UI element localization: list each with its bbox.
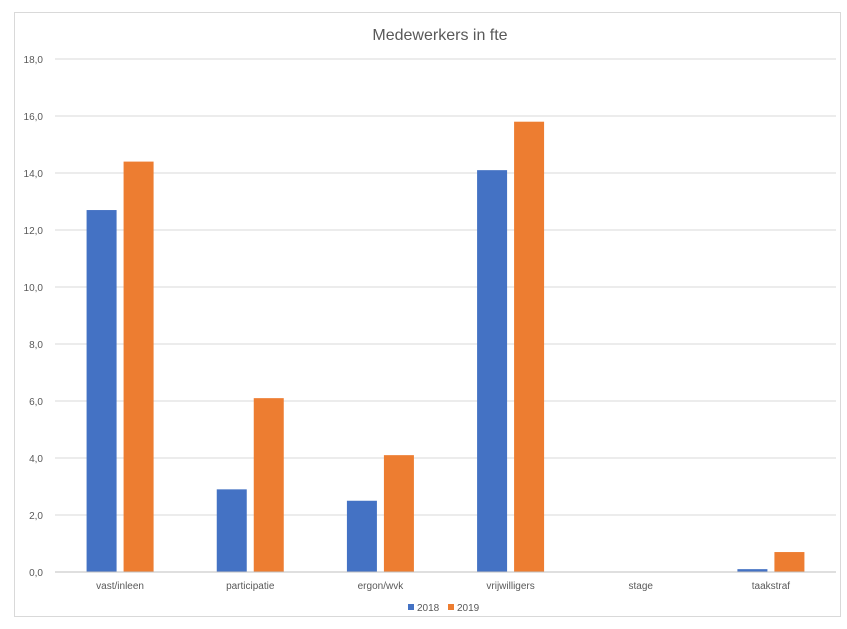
bar-2018 bbox=[737, 569, 768, 572]
x-axis: vast/inleen participatie ergon/wvk vrijwill… bbox=[55, 571, 836, 592]
y-tick-label: 16,0 bbox=[24, 112, 44, 123]
x-tick-label: ergon/wvk bbox=[358, 581, 405, 592]
legend-swatch bbox=[408, 604, 414, 610]
bars bbox=[86, 121, 805, 573]
bar-2019 bbox=[383, 455, 414, 572]
x-tick-label: participatie bbox=[226, 581, 275, 592]
y-tick-label: 14,0 bbox=[24, 169, 44, 180]
y-tick-label: 12,0 bbox=[24, 226, 44, 237]
bar-2018 bbox=[477, 170, 508, 572]
x-tick-label: vast/inleen bbox=[96, 581, 144, 592]
y-tick-label: 8,0 bbox=[29, 340, 43, 351]
x-tick-label: vrijwilligers bbox=[486, 581, 534, 592]
y-tick-label: 2,0 bbox=[29, 511, 43, 522]
bar-2018 bbox=[86, 210, 117, 573]
legend-swatch bbox=[448, 604, 454, 610]
bar-2019 bbox=[514, 121, 545, 572]
bar-2019 bbox=[253, 398, 284, 572]
gridlines bbox=[55, 58, 836, 516]
legend-label: 2019 bbox=[457, 603, 480, 614]
legend-label: 2018 bbox=[417, 603, 440, 614]
chart-title: Medewerkers in fte bbox=[372, 27, 507, 44]
y-tick-label: 0,0 bbox=[29, 568, 43, 579]
y-tick-label: 6,0 bbox=[29, 397, 43, 408]
y-tick-label: 10,0 bbox=[24, 283, 44, 294]
x-tick-label: taakstraf bbox=[752, 581, 791, 592]
y-tick-label: 4,0 bbox=[29, 454, 43, 465]
bar-2019 bbox=[123, 161, 154, 572]
y-tick-label: 18,0 bbox=[24, 55, 44, 66]
legend: 2018 2019 bbox=[408, 603, 480, 614]
x-tick-label: stage bbox=[629, 581, 654, 592]
y-axis: 0,0 2,0 4,0 6,0 8,0 10,0 12,0 14,0 16,0 18,0 bbox=[24, 55, 44, 579]
bar-2018 bbox=[216, 489, 247, 572]
bar-2018 bbox=[346, 500, 377, 572]
bar-2019 bbox=[774, 552, 805, 572]
